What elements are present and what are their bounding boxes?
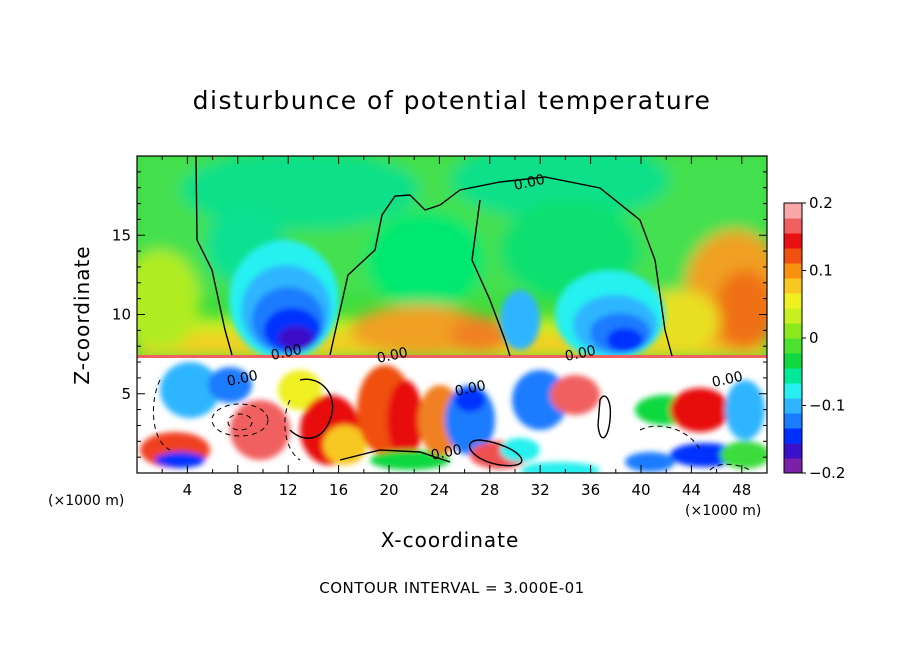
boundary-layer-field xyxy=(140,362,767,473)
contour-label: 0.00 xyxy=(454,378,488,400)
colorbar-swatch xyxy=(784,263,802,279)
y-axis: 5 10 15 xyxy=(112,171,767,458)
x-tick-label: 28 xyxy=(480,481,499,499)
colorbar-swatch xyxy=(784,368,802,384)
colorbar: 0.2 0.1 0 −0.1 −0.2 xyxy=(783,194,845,482)
plot-field: 0.00 0.00 0.00 0.00 0.00 0.00 0.00 0.00 xyxy=(137,156,767,473)
contour-label: 0.00 xyxy=(270,342,304,364)
colorbar-swatch xyxy=(784,248,802,264)
x-axis: 4 8 12 16 20 24 28 32 36 40 44 48 xyxy=(161,156,751,499)
colorbar-tick-label: −0.2 xyxy=(809,464,845,482)
x-tick-label: 12 xyxy=(279,481,298,499)
colorbar-swatch xyxy=(784,428,802,444)
y-tick-label: 10 xyxy=(112,306,131,324)
x-tick-label: 16 xyxy=(329,481,348,499)
contour-label: 0.00 xyxy=(564,343,598,365)
x-unit-right: (×1000 m) xyxy=(685,503,762,519)
colorbar-tick-label: 0.2 xyxy=(809,194,833,212)
zero-contours xyxy=(195,156,673,467)
x-tick-label: 32 xyxy=(531,481,550,499)
colorbar-tick-label: 0.1 xyxy=(809,262,833,280)
colorbar-swatch xyxy=(784,338,802,354)
colorbar-swatch xyxy=(784,203,802,219)
x-tick-label: 44 xyxy=(682,481,701,499)
negative-contours xyxy=(152,379,751,471)
colorbar-swatch xyxy=(784,458,802,474)
contour-label: 0.00 xyxy=(711,369,745,391)
x-tick-label: 8 xyxy=(233,481,243,499)
colorbar-swatch xyxy=(784,278,802,294)
x-tick-label: 36 xyxy=(581,481,600,499)
colorbar-swatch xyxy=(784,293,802,309)
colorbar-swatch xyxy=(784,443,802,459)
colorbar-tick-label: −0.1 xyxy=(809,397,845,415)
colorbar-tick-label: 0 xyxy=(809,329,819,347)
colorbar-swatch xyxy=(784,323,802,339)
x-tick-label: 20 xyxy=(379,481,398,499)
contour-label: 0.00 xyxy=(430,442,464,464)
x-tick-label: 40 xyxy=(631,481,650,499)
contour-label: 0.00 xyxy=(376,345,410,367)
cold-plume-2 xyxy=(500,270,665,360)
colorbar-swatch xyxy=(784,218,802,234)
x-unit-left: (×1000 m) xyxy=(48,493,125,509)
x-axis-label: X-coordinate xyxy=(380,528,520,552)
colorbar-swatch xyxy=(784,233,802,249)
colorbar-swatch xyxy=(784,383,802,399)
contour-label: 0.00 xyxy=(513,172,547,194)
chart-title: disturbunce of potential temperature xyxy=(192,86,712,115)
y-tick-label: 5 xyxy=(121,385,131,403)
colorbar-swatch xyxy=(784,353,802,369)
x-tick-label: 48 xyxy=(732,481,751,499)
colorbar-swatch xyxy=(784,413,802,429)
contour-label-layer: 0.00 0.00 0.00 0.00 0.00 0.00 0.00 0.00 xyxy=(226,172,745,464)
y-tick-label: 15 xyxy=(112,226,131,244)
contour-interval-note: CONTOUR INTERVAL = 3.000E-01 xyxy=(319,579,585,597)
contour-label: 0.00 xyxy=(226,368,260,390)
cold-plume-1 xyxy=(229,240,339,360)
x-tick-label: 4 xyxy=(183,481,193,499)
colorbar-swatch xyxy=(784,398,802,414)
x-tick-label: 24 xyxy=(430,481,449,499)
colorbar-swatch xyxy=(784,308,802,324)
y-axis-label: Z-coordinate xyxy=(70,245,94,385)
